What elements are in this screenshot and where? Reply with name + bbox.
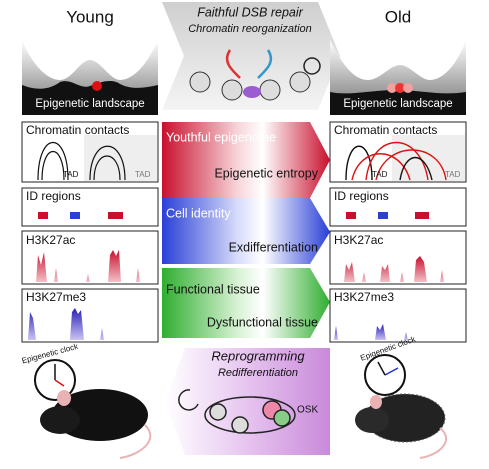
landscape-young	[22, 40, 158, 115]
identity-band	[162, 198, 330, 264]
tad-shade	[392, 135, 465, 181]
h3k27ac-label: H3K27ac	[334, 233, 383, 247]
shape	[395, 83, 405, 93]
shape	[355, 407, 389, 433]
shape	[231, 416, 249, 434]
h3k27ac-label: H3K27ac	[26, 233, 75, 247]
transition-from: Cell identity	[166, 206, 231, 220]
osk-label: OSK	[297, 405, 318, 416]
h3k27me3-label: H3K27me3	[334, 290, 394, 304]
clock-old	[364, 354, 406, 396]
contacts-label: Chromatin contacts	[334, 123, 437, 137]
old-label: Old	[385, 7, 411, 26]
contacts-label: Chromatin contacts	[26, 123, 129, 137]
repair-title: Faithful DSB repair	[197, 5, 303, 19]
shape	[89, 145, 126, 181]
clock-young	[34, 359, 76, 401]
shape	[419, 427, 448, 459]
shape	[54, 379, 65, 387]
shape	[346, 212, 356, 219]
repair-subtitle: Chromatin reorganization	[188, 23, 312, 35]
h3k27me3-label: H3K27me3	[26, 290, 86, 304]
id-box	[21, 187, 159, 227]
shape	[92, 81, 102, 91]
shape	[415, 212, 429, 219]
shape	[22, 80, 158, 115]
shape	[37, 141, 69, 181]
shape	[257, 49, 273, 79]
reprogramming-shape	[165, 348, 330, 455]
shape	[377, 361, 386, 376]
nucleosomes	[189, 49, 321, 101]
h3k27ac-peaks	[36, 250, 140, 282]
entropy-band	[162, 122, 330, 198]
shape	[108, 212, 123, 219]
shape	[41, 150, 65, 181]
contacts-arcs	[345, 142, 447, 181]
transition-to: Exdifferentiation	[229, 240, 318, 254]
landscape-label: Epigenetic landscape	[343, 98, 452, 110]
h3k27me3-box	[21, 288, 159, 343]
shape	[243, 86, 261, 98]
shape	[370, 395, 382, 409]
shape	[303, 57, 321, 75]
transition-to: Dysfunctional tissue	[207, 315, 318, 329]
tissue-band	[162, 268, 330, 338]
tad-label: TAD	[63, 170, 79, 179]
shape	[399, 156, 433, 181]
shape	[119, 424, 152, 459]
tad-shade	[84, 135, 157, 181]
shape	[378, 212, 388, 219]
mouse-young	[40, 389, 152, 459]
id-box	[329, 187, 467, 227]
shape	[365, 142, 429, 181]
shape	[345, 145, 373, 181]
transition-from: Functional tissue	[166, 282, 260, 296]
shape	[387, 83, 397, 93]
landscape-label: Epigenetic landscape	[35, 98, 144, 110]
id-marks	[346, 212, 429, 219]
shape	[204, 396, 296, 434]
shape	[178, 389, 199, 411]
mouse-old	[355, 393, 448, 459]
reprogramming-art	[178, 389, 296, 434]
tad-label: TAD	[135, 170, 151, 179]
landscape-old	[330, 40, 466, 115]
shape	[93, 155, 121, 181]
contacts-arcs	[37, 141, 126, 181]
id-marks	[38, 212, 123, 219]
shape	[259, 79, 281, 101]
young-label: Young	[66, 7, 114, 26]
shape	[70, 212, 80, 219]
shape	[221, 79, 243, 101]
shape	[38, 212, 48, 219]
shape	[40, 406, 80, 434]
reprogramming-subtitle: Redifferentiation	[218, 367, 298, 379]
id-label: ID regions	[26, 189, 81, 203]
shape	[289, 71, 311, 93]
shape	[189, 71, 211, 93]
h3k27ac-peaks	[344, 256, 444, 282]
shape	[209, 403, 227, 421]
transition-from: Youthful epigenome	[166, 130, 276, 144]
shape	[375, 149, 447, 181]
shape	[225, 49, 241, 79]
tad-label: TAD	[445, 170, 461, 179]
tad-label: TAD	[372, 170, 388, 179]
transition-to: Epigenetic entropy	[214, 166, 318, 180]
shape	[403, 83, 413, 93]
shape	[273, 409, 291, 427]
h3k27me3-box	[329, 288, 467, 343]
shape	[384, 367, 399, 376]
reprogramming-title: Reprogramming	[211, 348, 305, 363]
shape	[57, 390, 71, 406]
shape	[351, 153, 411, 181]
id-label: ID regions	[334, 189, 389, 203]
shape	[330, 90, 466, 115]
